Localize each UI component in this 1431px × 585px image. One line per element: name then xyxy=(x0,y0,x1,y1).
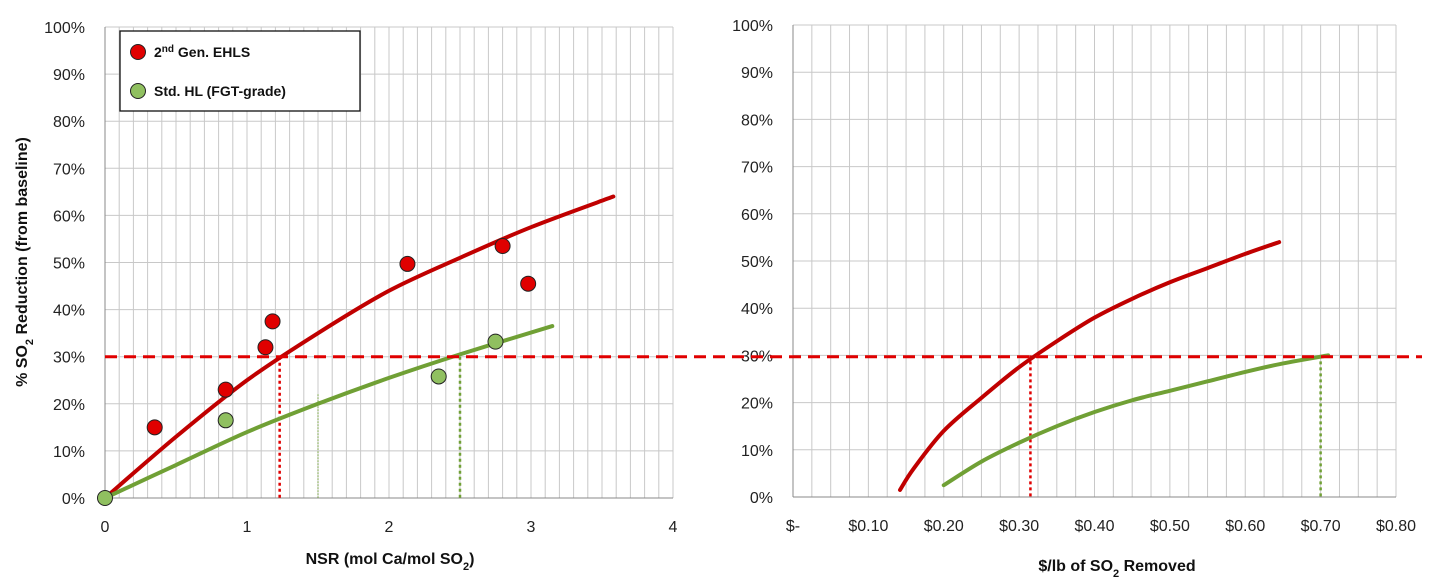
left-y-tick-label: 0% xyxy=(62,491,85,508)
right-y-tick-label: 70% xyxy=(741,160,773,177)
data-point-std xyxy=(430,368,447,385)
right-x-tick-label: $0.20 xyxy=(924,518,964,535)
left-x-tick-label: 3 xyxy=(527,519,536,536)
right-fit-curve-std xyxy=(941,353,1331,488)
left-y-tick-label: 90% xyxy=(53,67,85,84)
left-y-tick-label: 80% xyxy=(53,114,85,131)
left-fit-curve-ehls xyxy=(103,194,616,500)
right-grid xyxy=(792,24,1397,498)
legend: 2nd Gen. EHLS Std. HL (FGT-grade) xyxy=(119,30,361,112)
right-x-tick-labels: $- $0.10 $0.20 $0.30 $0.40 $0.50 $0.60 $0.70 $0.… xyxy=(786,518,1416,535)
right-fit-curve-ehls xyxy=(898,240,1282,492)
data-point-ehls xyxy=(217,381,234,398)
data-point-ehls xyxy=(264,313,281,330)
right-x-tick-label: $0.30 xyxy=(999,518,1039,535)
left-fit-curve-std xyxy=(103,324,555,500)
right-y-tick-label: 10% xyxy=(741,443,773,460)
left-y-tick-label: 20% xyxy=(53,397,85,414)
left-x-tick-label: 4 xyxy=(669,519,678,536)
left-y-axis-title: % SO2 Reduction (from baseline) xyxy=(14,137,36,387)
data-point-ehls xyxy=(520,275,537,292)
left-y-tick-label: 10% xyxy=(53,444,85,461)
right-y-tick-label: 50% xyxy=(741,254,773,271)
left-y-tick-label: 30% xyxy=(53,350,85,367)
right-x-tick-label: $0.80 xyxy=(1376,518,1416,535)
right-x-tick-label: $0.60 xyxy=(1225,518,1265,535)
right-x-tick-label: $0.40 xyxy=(1074,518,1114,535)
right-x-tick-label: $0.70 xyxy=(1301,518,1341,535)
chart-cost-vs-reduction: 0%10%20%30%40%50%60%70%80%90%100% $- $0.1… xyxy=(732,18,1416,580)
right-y-tick-label: 90% xyxy=(741,65,773,82)
legend-label-ehls: 2nd Gen. EHLS xyxy=(154,44,250,61)
left-x-tick-labels: 0 1 2 3 4 xyxy=(101,519,678,536)
right-fit-curves xyxy=(898,240,1331,492)
left-y-tick-label: 40% xyxy=(53,303,85,320)
data-point-std xyxy=(217,412,234,429)
left-y-tick-label: 100% xyxy=(44,20,85,37)
right-y-tick-label: 60% xyxy=(741,207,773,224)
legend-marker-ehls xyxy=(130,44,146,60)
right-x-tick-label: $0.50 xyxy=(1150,518,1190,535)
data-point-ehls xyxy=(494,238,511,255)
right-x-axis-title: $/lb of SO2 Removed xyxy=(1038,558,1195,580)
left-drop-lines xyxy=(278,356,462,498)
data-point-ehls xyxy=(146,419,163,436)
left-x-axis-title: NSR (mol Ca/mol SO2) xyxy=(306,551,475,573)
left-y-tick-label: 60% xyxy=(53,208,85,225)
right-y-tick-label: 100% xyxy=(732,18,773,35)
legend-marker-std xyxy=(130,83,146,99)
left-fit-curves xyxy=(103,194,616,500)
data-point-std xyxy=(487,333,504,350)
data-point-std xyxy=(97,490,113,506)
right-x-tick-label: $0.10 xyxy=(848,518,888,535)
right-y-tick-label: 80% xyxy=(741,112,773,129)
left-x-tick-label: 0 xyxy=(101,519,110,536)
legend-box xyxy=(119,30,361,112)
left-y-tick-labels: 0% 10% 20% 30% 40% 50% 60% 70% 80% 90% 100% xyxy=(44,20,85,508)
left-x-tick-label: 1 xyxy=(243,519,252,536)
right-y-tick-label: 0% xyxy=(750,490,773,507)
left-data-points xyxy=(97,238,537,506)
data-point-ehls xyxy=(399,255,416,272)
left-y-tick-label: 70% xyxy=(53,161,85,178)
right-y-tick-label: 40% xyxy=(741,301,773,318)
right-y-tick-labels: 0%10%20%30%40%50%60%70%80%90%100% xyxy=(732,18,773,507)
right-x-tick-label: $- xyxy=(786,518,800,535)
right-y-tick-label: 20% xyxy=(741,396,773,413)
left-x-tick-label: 2 xyxy=(385,519,394,536)
data-point-ehls xyxy=(257,339,274,356)
left-y-tick-label: 50% xyxy=(53,256,85,273)
legend-label-std: Std. HL (FGT-grade) xyxy=(154,83,286,99)
